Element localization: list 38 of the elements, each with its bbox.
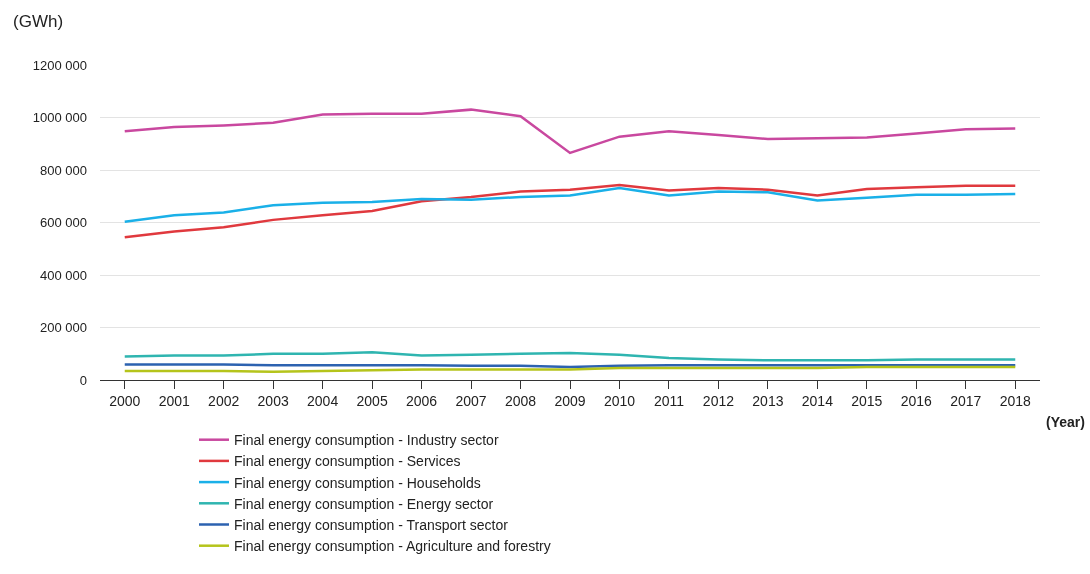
legend-label: Final energy consumption - Energy sector [234,495,494,512]
legend-label: Final energy consumption - Households [234,474,481,491]
x-tick-label: 2017 [950,392,982,409]
y-tick-label: 1200 000 [32,57,87,73]
x-tick-label: 2003 [257,392,289,409]
y-tick-label: 200 000 [40,320,87,336]
x-tick-label: 2008 [504,392,537,409]
y-tick-label: 0 [79,372,87,388]
x-tick-label: 2009 [554,392,586,409]
x-axis-title: (Year) [1046,414,1085,430]
line-series [123,350,1017,362]
x-tick-label: 2010 [603,392,636,409]
x-tick-label: 2007 [455,392,487,409]
x-tick-label: 2004 [307,392,339,409]
x-tick-label: 2002 [208,392,240,409]
x-tick-label: 2013 [752,392,784,409]
x-tick-label: 2014 [801,392,834,409]
y-axis-title: (GWh) [13,12,64,31]
x-tick-label: 2001 [158,392,190,409]
legend-label: Final energy consumption - Services [234,453,461,470]
line-series [123,108,1017,155]
x-tick-label: 2000 [109,392,141,409]
x-tick-label: 2016 [900,392,933,409]
line-series [123,186,1017,223]
x-tick-label: 2011 [653,392,685,409]
legend-label: Final energy consumption - Agriculture and forestry [234,538,551,555]
y-tick-label: 1000 000 [32,110,87,126]
y-tick-label: 800 000 [40,162,87,178]
x-tick-label: 2015 [851,392,883,409]
x-tick-label: 2018 [999,392,1032,409]
y-tick-label: 600 000 [40,215,87,231]
y-tick-label: 400 000 [40,267,87,283]
x-tick-label: 2005 [356,392,388,409]
x-tick-label: 2006 [406,392,438,409]
x-tick-label: 2012 [702,392,735,409]
legend-label: Final energy consumption - Transport sector [234,516,509,533]
legend-label: Final energy consumption - Industry sector [234,432,499,449]
line-series [123,183,1017,239]
